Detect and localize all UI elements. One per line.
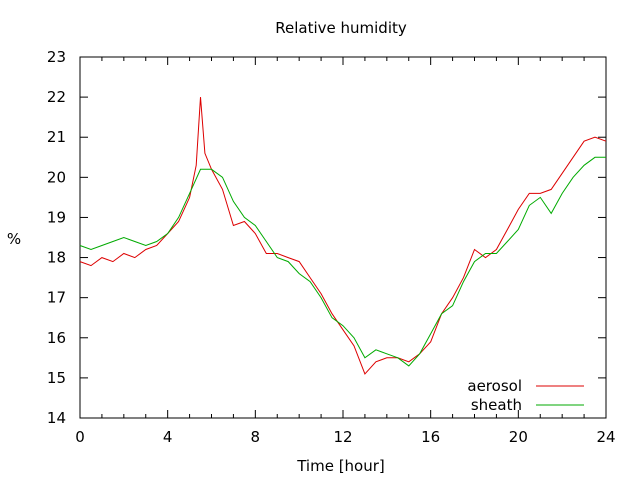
x-tick-label: 4 bbox=[163, 428, 173, 446]
legend-label-aerosol: aerosol bbox=[467, 377, 522, 395]
x-tick-label: 16 bbox=[421, 428, 440, 446]
x-tick-label: 8 bbox=[251, 428, 261, 446]
y-tick-label: 20 bbox=[47, 168, 66, 186]
y-tick-label: 18 bbox=[47, 249, 66, 267]
x-axis-label: Time [hour] bbox=[296, 457, 385, 475]
x-tick-label: 0 bbox=[75, 428, 85, 446]
x-tick-label: 12 bbox=[333, 428, 352, 446]
series-line-sheath bbox=[79, 156, 606, 367]
y-axis-label: % bbox=[7, 230, 21, 248]
series-line-aerosol bbox=[79, 97, 607, 375]
y-tick-label: 19 bbox=[47, 208, 66, 226]
plot-border bbox=[79, 56, 607, 419]
x-tick-label: 20 bbox=[509, 428, 528, 446]
plot-area: 0 4 8 12 16 20 24 14 15 16 17 18 19 20 21 22 23 bbox=[47, 48, 616, 446]
y-tick-label: 14 bbox=[47, 409, 66, 427]
y-tick-label: 15 bbox=[47, 369, 66, 387]
y-tick-label: 16 bbox=[47, 329, 66, 347]
legend-label-sheath: sheath bbox=[471, 396, 522, 414]
y-tick-label: 22 bbox=[47, 88, 66, 106]
y-tick-label: 17 bbox=[47, 289, 66, 307]
series-layer bbox=[79, 97, 607, 375]
chart-title: Relative humidity bbox=[275, 19, 407, 37]
y-tick-label: 23 bbox=[47, 48, 66, 66]
y-tick-label: 21 bbox=[47, 128, 66, 146]
x-tick-label: 24 bbox=[596, 428, 615, 446]
